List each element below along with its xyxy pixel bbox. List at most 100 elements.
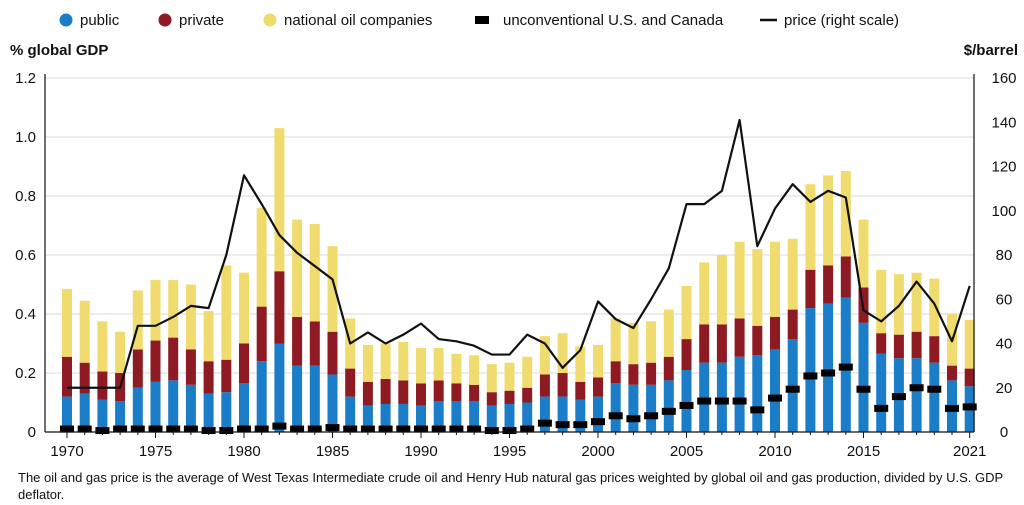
left-tick-label: 0 — [28, 424, 36, 441]
unconventional-marker-2014 — [838, 363, 853, 371]
bar-private-1981 — [256, 306, 267, 362]
right-tick-label: 120 — [991, 159, 1016, 176]
bar-private-2004 — [663, 356, 674, 381]
unconventional-marker-1973 — [113, 425, 128, 433]
left-tick-label: 0.8 — [15, 188, 36, 205]
bar-private-2014 — [840, 256, 851, 298]
bar-private-2012 — [805, 269, 816, 309]
unconventional-marker-1981 — [254, 425, 269, 433]
unconventional-marker-2006 — [697, 397, 712, 405]
unconventional-marker-1980 — [237, 425, 251, 433]
bar-public-1972 — [97, 399, 108, 432]
bar-public-1999 — [575, 399, 586, 432]
bar-private-1997 — [539, 374, 550, 397]
bar-private-1986 — [345, 368, 356, 397]
right-tick-label: 80 — [996, 247, 1013, 264]
left-tick-label: 0.4 — [15, 306, 36, 323]
bar-national-oil-companies-1992 — [451, 353, 462, 384]
bar-national-oil-companies-1970 — [62, 288, 72, 357]
bar-national-oil-companies-2019 — [929, 278, 940, 337]
bar-national-oil-companies-2016 — [876, 269, 887, 334]
unconventional-marker-1976 — [166, 425, 181, 433]
bar-public-1986 — [345, 396, 356, 432]
bar-private-1989 — [398, 380, 409, 404]
bar-national-oil-companies-1975 — [150, 280, 161, 341]
bar-public-1996 — [522, 402, 533, 432]
bar-public-2018 — [911, 358, 922, 432]
bar-national-oil-companies-2001 — [610, 318, 621, 362]
bar-public-1993 — [469, 401, 480, 432]
unconventional-marker-1993 — [467, 425, 482, 433]
footnote: The oil and gas price is the average of … — [18, 470, 1003, 502]
x-tick-label: 1975 — [139, 443, 172, 460]
legend-swatch-national-oil-companies — [263, 13, 277, 27]
unconventional-marker-1978 — [201, 427, 216, 435]
unconventional-marker-2017 — [891, 393, 906, 401]
bar-private-1987 — [362, 381, 373, 406]
bar-public-2003 — [646, 384, 657, 432]
legend-swatch-private — [158, 13, 172, 27]
bar-private-1972 — [97, 371, 108, 400]
x-tick-label: 1990 — [404, 443, 437, 460]
bar-public-1991 — [433, 401, 444, 432]
bar-national-oil-companies-2007 — [716, 255, 727, 325]
bar-public-1990 — [416, 405, 426, 432]
legend: public private national oil companies uncon… — [59, 12, 899, 29]
bar-national-oil-companies-2018 — [911, 272, 922, 332]
bar-private-1982 — [274, 271, 285, 344]
bar-public-2001 — [610, 383, 621, 432]
bar-public-1973 — [115, 401, 126, 432]
bar-national-oil-companies-2010 — [770, 241, 780, 317]
x-tick-labels: 1970 1975 1980 1985 1990 1995 2000 2005 2010 2015… — [50, 443, 986, 460]
legend-label-national-oil-companies: national oil companies — [284, 12, 432, 29]
bar-national-oil-companies-2013 — [823, 175, 834, 266]
bar-private-1979 — [221, 359, 232, 393]
x-tick-label: 2005 — [670, 443, 703, 460]
bar-public-2008 — [734, 356, 745, 432]
unconventional-marker-1997 — [537, 419, 552, 427]
bar-private-1993 — [469, 384, 480, 402]
bar-public-1994 — [486, 405, 497, 432]
bar-public-1974 — [132, 387, 143, 432]
bar-private-2008 — [734, 318, 745, 357]
bar-public-2015 — [858, 322, 869, 432]
bar-public-1976 — [168, 380, 179, 432]
bar-private-1992 — [451, 383, 462, 402]
legend-label-private: private — [179, 12, 224, 29]
unconventional-marker-2021 — [962, 403, 977, 411]
bar-national-oil-companies-1980 — [239, 272, 249, 344]
bar-national-oil-companies-1971 — [79, 300, 90, 363]
bar-national-oil-companies-2006 — [699, 262, 710, 325]
x-tick-label: 2000 — [581, 443, 614, 460]
bar-national-oil-companies-1999 — [575, 346, 586, 382]
x-tick-label: 2015 — [847, 443, 880, 460]
unconventional-marker-1986 — [343, 425, 358, 433]
x-tick-label: 1995 — [493, 443, 526, 460]
legend-label-price-right-scale-: price (right scale) — [784, 12, 899, 29]
bar-national-oil-companies-2012 — [805, 184, 816, 270]
bar-private-1995 — [504, 390, 515, 404]
bar-national-oil-companies-2014 — [840, 170, 851, 257]
unconventional-marker-2004 — [661, 407, 676, 415]
bar-national-oil-companies-1997 — [539, 336, 550, 375]
unconventional-marker-1982 — [272, 422, 287, 430]
price-line-path — [67, 118, 971, 389]
unconventional-marker-1991 — [431, 425, 446, 433]
unconventional-marker-1984 — [307, 425, 322, 433]
bar-national-oil-companies-2021 — [964, 319, 975, 369]
bar-stacks — [62, 128, 975, 432]
unconventional-marker-1977 — [183, 425, 198, 433]
bar-public-2006 — [699, 362, 710, 432]
unconventional-marker-1987 — [360, 425, 375, 433]
unconventional-marker-1992 — [449, 425, 464, 433]
unconventional-marker-1995 — [502, 427, 517, 435]
bar-private-1970 — [62, 356, 72, 397]
bar-national-oil-companies-1998 — [557, 333, 568, 373]
unconventional-marker-1983 — [290, 425, 305, 433]
bar-national-oil-companies-1995 — [504, 362, 515, 391]
bar-national-oil-companies-2011 — [787, 238, 798, 310]
bar-private-2021 — [964, 368, 975, 387]
right-tick-label: 160 — [991, 70, 1016, 87]
bar-private-1990 — [416, 383, 426, 406]
unconventional-marker-2007 — [714, 397, 729, 405]
